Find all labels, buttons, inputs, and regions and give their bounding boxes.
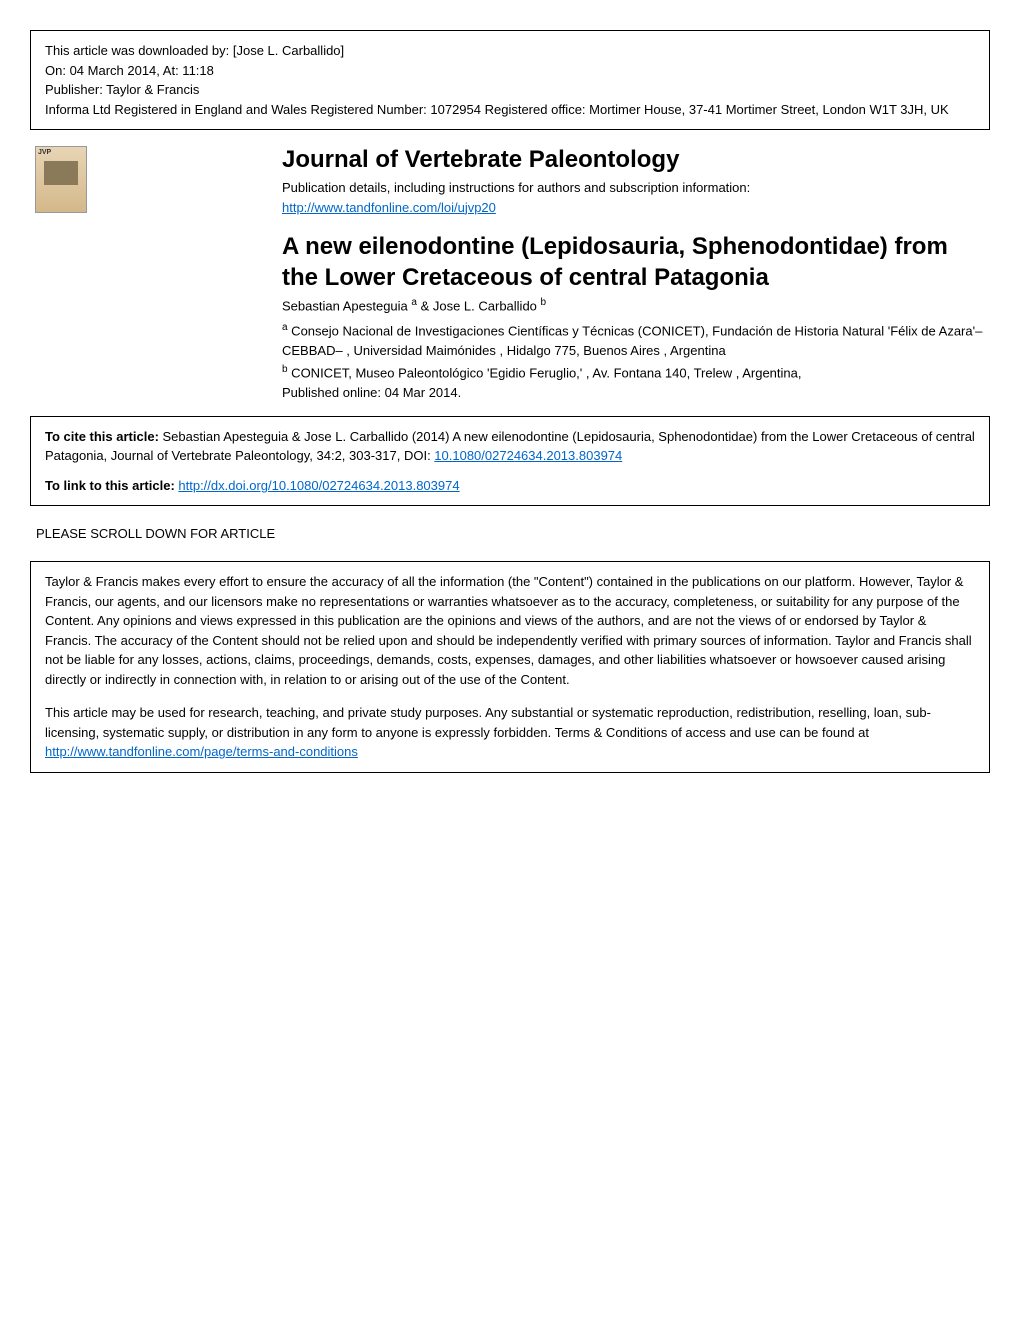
journal-link[interactable]: http://www.tandfonline.com/loi/ujvp20	[282, 200, 496, 215]
publisher-text: Publisher: Taylor & Francis	[45, 80, 975, 100]
link-label: To link to this article:	[45, 478, 178, 493]
registration-text: Informa Ltd Registered in England and Wa…	[45, 100, 975, 120]
terms-box: Taylor & Francis makes every effort to e…	[30, 561, 990, 773]
affil-a-text: Consejo Nacional de Investigaciones Cien…	[282, 323, 982, 358]
journal-cover-thumbnail	[35, 146, 87, 213]
journal-content: Journal of Vertebrate Paleontology Publi…	[282, 146, 990, 400]
author-1: Sebastian Apesteguia	[282, 299, 411, 314]
cite-label: To cite this article:	[45, 429, 163, 444]
publication-info: Publication details, including instructi…	[282, 178, 990, 217]
article-authors: Sebastian Apesteguia a & Jose L. Carball…	[282, 297, 990, 313]
terms-para-2: This article may be used for research, t…	[45, 703, 975, 762]
article-title: A new eilenodontine (Lepidosauria, Sphen…	[282, 231, 990, 293]
download-date-text: On: 04 March 2014, At: 11:18	[45, 61, 975, 81]
download-header-box: This article was downloaded by: [Jose L.…	[30, 30, 990, 130]
affiliation-a: a Consejo Nacional de Investigaciones Ci…	[282, 320, 990, 360]
terms-link[interactable]: http://www.tandfonline.com/page/terms-an…	[45, 744, 358, 759]
journal-section: Journal of Vertebrate Paleontology Publi…	[30, 146, 990, 400]
affiliation-b: b CONICET, Museo Paleontológico 'Egidio …	[282, 362, 990, 383]
doi-link[interactable]: 10.1080/02724634.2013.803974	[434, 448, 622, 463]
terms-para-1: Taylor & Francis makes every effort to e…	[45, 572, 975, 689]
journal-title: Journal of Vertebrate Paleontology	[282, 146, 990, 174]
cite-paragraph: To cite this article: Sebastian Apestegu…	[45, 427, 975, 466]
pub-info-text: Publication details, including instructi…	[282, 180, 750, 195]
citation-box: To cite this article: Sebastian Apestegu…	[30, 416, 990, 507]
article-link[interactable]: http://dx.doi.org/10.1080/02724634.2013.…	[178, 478, 459, 493]
published-date: Published online: 04 Mar 2014.	[282, 385, 990, 400]
terms-para-2-text: This article may be used for research, t…	[45, 705, 931, 740]
downloaded-by-text: This article was downloaded by: [Jose L.…	[45, 41, 975, 61]
scroll-notice: PLEASE SCROLL DOWN FOR ARTICLE	[30, 526, 990, 541]
link-paragraph: To link to this article: http://dx.doi.o…	[45, 476, 975, 496]
author-2: & Jose L. Carballido	[417, 299, 541, 314]
author-sup-b: b	[541, 297, 547, 308]
affil-b-text: CONICET, Museo Paleontológico 'Egidio Fe…	[288, 365, 802, 380]
